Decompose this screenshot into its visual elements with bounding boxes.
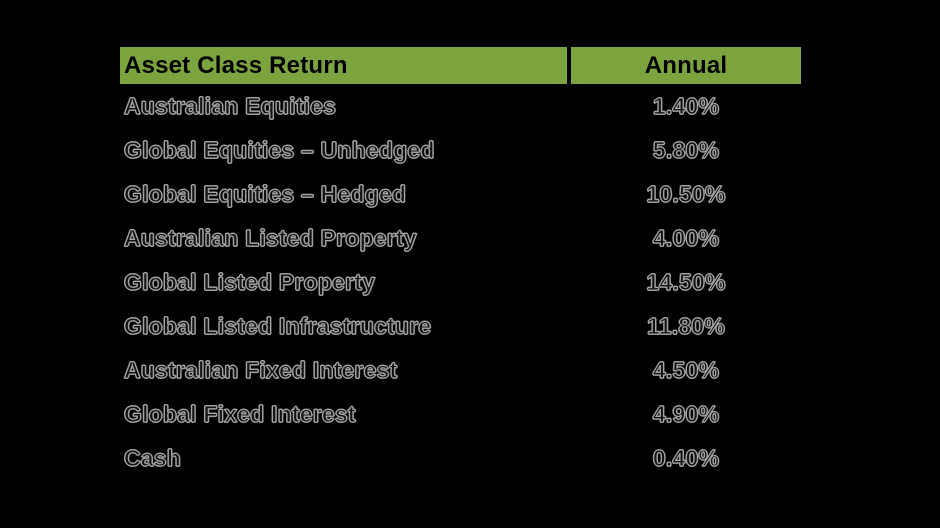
asset-class-return-table: Asset Class Return Annual Australian Equ…	[120, 47, 801, 480]
annual-value-cell: 4.90%	[652, 400, 720, 427]
header-column-divider	[567, 47, 571, 84]
annual-value-cell: 11.80%	[647, 312, 726, 339]
annual-value-cell: 10.50%	[646, 180, 726, 207]
header-cell-annual: Annual	[571, 47, 801, 84]
header-cell-asset-class-return: Asset Class Return	[120, 47, 567, 84]
annual-value-cell: 0.40%	[652, 444, 720, 471]
asset-class-cell: Australian Listed Property	[124, 224, 418, 251]
asset-class-cell: Global Equities – Hedged	[124, 180, 407, 207]
table-row: Global Listed Infrastructure 11.80%	[120, 304, 801, 348]
asset-class-cell: Australian Fixed Interest	[124, 356, 398, 383]
table-row: Australian Listed Property 4.00%	[120, 216, 801, 260]
annual-value-cell: 4.50%	[652, 356, 720, 383]
asset-class-cell: Global Equities – Unhedged	[124, 136, 435, 163]
asset-class-cell: Global Fixed Interest	[124, 400, 357, 427]
table-body: Australian Equities 1.40% Global Equitie…	[120, 84, 801, 480]
asset-class-cell: Global Listed Property	[124, 268, 376, 295]
asset-class-cell: Global Listed Infrastructure	[124, 312, 432, 339]
asset-class-cell: Australian Equities	[124, 92, 337, 119]
annual-value-cell: 14.50%	[646, 268, 726, 295]
table-row: Australian Fixed Interest 4.50%	[120, 348, 801, 392]
table-header-row: Asset Class Return Annual	[120, 47, 801, 84]
table-row: Cash 0.40%	[120, 436, 801, 480]
annual-value-cell: 5.80%	[652, 136, 720, 163]
annual-value-cell: 1.40%	[652, 92, 720, 119]
table-row: Global Equities – Unhedged 5.80%	[120, 128, 801, 172]
table-row: Global Equities – Hedged 10.50%	[120, 172, 801, 216]
table-row: Global Listed Property 14.50%	[120, 260, 801, 304]
table-row: Global Fixed Interest 4.90%	[120, 392, 801, 436]
asset-class-cell: Cash	[124, 444, 182, 471]
annual-value-cell: 4.00%	[652, 224, 720, 251]
table-row: Australian Equities 1.40%	[120, 84, 801, 128]
